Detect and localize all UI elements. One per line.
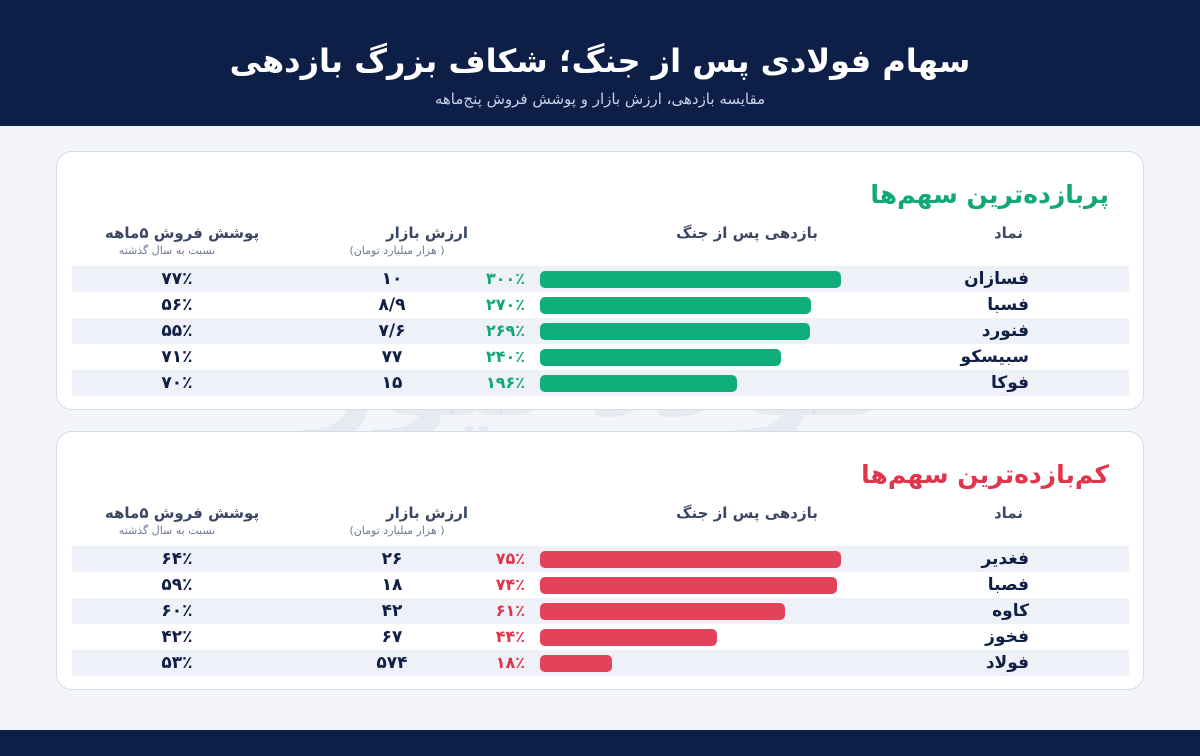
yield-bar <box>540 655 612 672</box>
market-cap-value: ۲۶ <box>381 549 403 569</box>
market-cap-value: ۱۰ <box>381 269 403 289</box>
sales-cover-value: ۷۰٪ <box>161 373 193 393</box>
yield-bar <box>540 323 810 340</box>
header: سهام فولادی پس از جنگ؛ شکاف بزرگ بازدهی … <box>0 0 1200 126</box>
yield-value-label: ۳۰۰٪ <box>485 269 525 288</box>
sales-cover-value: ۵۳٪ <box>161 653 193 673</box>
table-row: فولاد ۱۸٪ ۵۷۴ ۵۳٪ <box>72 650 1129 676</box>
table-row: فخوز ۴۴٪ ۶۷ ۴۲٪ <box>72 624 1129 650</box>
table-row: فسازان ۳۰۰٪ ۱۰ ۷۷٪ <box>72 266 1129 292</box>
col-cover-note: نسبت به سال گذشته <box>118 524 216 537</box>
symbol-label: فغدیر <box>981 549 1029 569</box>
top-yield-card: پربازده‌ترین سهم‌ها نماد بازدهی پس از جن… <box>56 151 1144 410</box>
card-title: پربازده‌ترین سهم‌ها <box>870 180 1109 209</box>
yield-bar <box>540 349 781 366</box>
symbol-label: فسبا <box>987 295 1029 315</box>
rows: فسازان ۳۰۰٪ ۱۰ ۷۷٪ فسبا ۲۷۰٪ ۸/۹ ۵۶٪ فنورد ۲۶۹٪ ۷/… <box>72 266 1129 396</box>
yield-bar <box>540 603 785 620</box>
yield-bar <box>540 629 717 646</box>
yield-bar <box>540 375 737 392</box>
page-subtitle: مقایسه بازدهی، ارزش بازار و پوشش فروش پن… <box>434 90 766 108</box>
market-cap-value: ۵۷۴ <box>376 653 408 673</box>
table-row: فصبا ۷۴٪ ۱۸ ۵۹٪ <box>72 572 1129 598</box>
yield-bar <box>540 551 841 568</box>
symbol-label: فسازان <box>964 269 1029 289</box>
page-title: سهام فولادی پس از جنگ؛ شکاف بزرگ بازدهی <box>229 42 971 80</box>
card-title: کم‌بازده‌ترین سهم‌ها <box>861 460 1109 489</box>
sales-cover-value: ۴۲٪ <box>161 627 193 647</box>
market-cap-value: ۱۸ <box>381 575 403 595</box>
table-row: فغدیر ۷۵٪ ۲۶ ۶۴٪ <box>72 546 1129 572</box>
yield-value-label: ۲۷۰٪ <box>485 295 525 314</box>
yield-bar <box>540 271 841 288</box>
sales-cover-value: ۵۶٪ <box>161 295 193 315</box>
sales-cover-value: ۵۹٪ <box>161 575 193 595</box>
low-yield-card: کم‌بازده‌ترین سهم‌ها نماد بازدهی پس از ج… <box>56 431 1144 690</box>
symbol-label: فصبا <box>987 575 1029 595</box>
yield-value-label: ۷۴٪ <box>495 575 525 594</box>
yield-bar <box>540 577 837 594</box>
col-mcap-header: ارزش بازار <box>385 224 468 242</box>
footer-bar <box>0 730 1200 756</box>
yield-value-label: ۱۸٪ <box>495 653 525 672</box>
sales-cover-value: ۷۷٪ <box>161 269 193 289</box>
sales-cover-value: ۶۴٪ <box>161 549 193 569</box>
yield-value-label: ۲۴۰٪ <box>485 347 525 366</box>
sales-cover-value: ۷۱٪ <box>161 347 193 367</box>
market-cap-value: ۴۲ <box>381 601 403 621</box>
sales-cover-value: ۵۵٪ <box>161 321 193 341</box>
col-symbol-header: نماد <box>993 504 1023 522</box>
table-row: کاوه ۶۱٪ ۴۲ ۶۰٪ <box>72 598 1129 624</box>
market-cap-value: ۷/۶ <box>378 321 406 341</box>
col-yield-header: بازدهی پس از جنگ <box>676 224 818 242</box>
symbol-label: فخوز <box>985 627 1029 647</box>
yield-bar <box>540 297 811 314</box>
market-cap-value: ۸/۹ <box>378 295 406 315</box>
yield-value-label: ۶۱٪ <box>495 601 525 620</box>
market-cap-value: ۷۷ <box>381 347 403 367</box>
col-yield-header: بازدهی پس از جنگ <box>676 504 818 522</box>
symbol-label: فوکا <box>990 373 1029 393</box>
yield-value-label: ۷۵٪ <box>495 549 525 568</box>
yield-value-label: ۱۹۶٪ <box>485 373 525 392</box>
col-mcap-header: ارزش بازار <box>385 504 468 522</box>
table-row: سبیسکو ۲۴۰٪ ۷۷ ۷۱٪ <box>72 344 1129 370</box>
col-symbol-header: نماد <box>993 224 1023 242</box>
sales-cover-value: ۶۰٪ <box>161 601 193 621</box>
col-cover-note: نسبت به سال گذشته <box>118 244 216 257</box>
yield-value-label: ۴۴٪ <box>495 627 525 646</box>
symbol-label: سبیسکو <box>960 347 1029 367</box>
symbol-label: فنورد <box>981 321 1029 341</box>
market-cap-value: ۱۵ <box>381 373 403 393</box>
symbol-label: کاوه <box>992 601 1029 621</box>
market-cap-value: ۶۷ <box>381 627 403 647</box>
col-cover-header: پوشش فروش ۵ماهه <box>104 224 260 242</box>
table-row: فسبا ۲۷۰٪ ۸/۹ ۵۶٪ <box>72 292 1129 318</box>
col-cover-header: پوشش فروش ۵ماهه <box>104 504 260 522</box>
col-mcap-unit: ( هزار میلیارد تومان) <box>349 244 445 257</box>
yield-value-label: ۲۶۹٪ <box>485 321 525 340</box>
table-row: فوکا ۱۹۶٪ ۱۵ ۷۰٪ <box>72 370 1129 396</box>
table-row: فنورد ۲۶۹٪ ۷/۶ ۵۵٪ <box>72 318 1129 344</box>
symbol-label: فولاد <box>985 653 1029 673</box>
rows: فغدیر ۷۵٪ ۲۶ ۶۴٪ فصبا ۷۴٪ ۱۸ ۵۹٪ کاوه ۶۱٪ ۴۲ ۶۰٪ فخو… <box>72 546 1129 676</box>
col-mcap-unit: ( هزار میلیارد تومان) <box>349 524 445 537</box>
